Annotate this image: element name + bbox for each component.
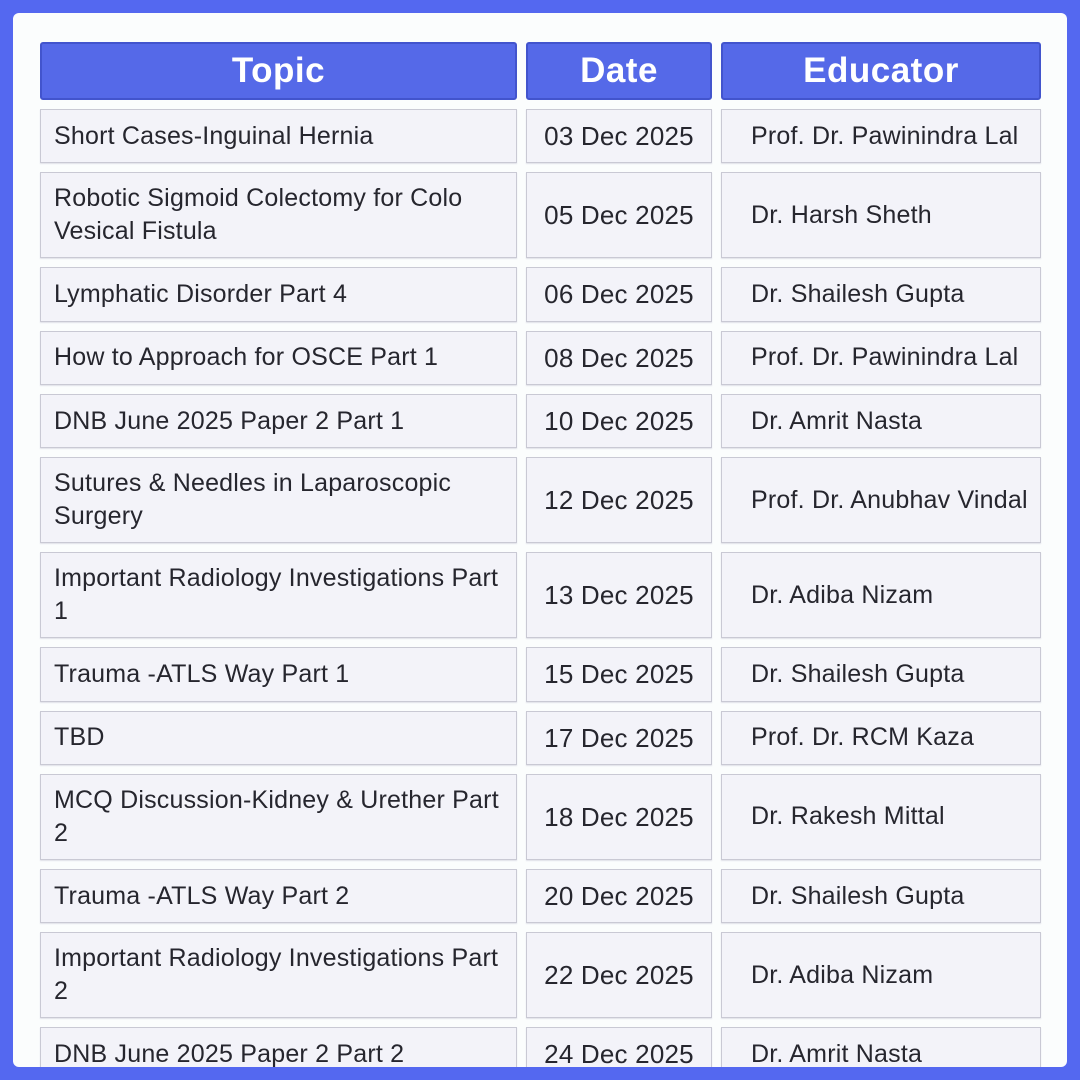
date-cell: 17 Dec 2025 — [526, 710, 712, 765]
header-date: Date — [526, 42, 712, 100]
topic-cell: Trauma -ATLS Way Part 2 — [40, 868, 517, 924]
page-background: Topic Date Educator Short Cases-Inguinal… — [13, 13, 1067, 1067]
topic-cell: Short Cases-Inguinal Hernia — [40, 109, 517, 164]
date-cell: 20 Dec 2025 — [526, 868, 712, 924]
date-cell: 15 Dec 2025 — [526, 647, 712, 702]
educator-cell: Dr. Adiba Nizam — [721, 552, 1041, 639]
topic-cell: TBD — [40, 710, 517, 765]
date-cell: 10 Dec 2025 — [526, 393, 712, 449]
topic-cell: MCQ Discussion-Kidney & Urether Part 2 — [40, 773, 517, 860]
topic-cell: Sutures & Needles in Laparoscopic Surger… — [40, 457, 517, 544]
topic-cell: How to Approach for OSCE Part 1 — [40, 330, 517, 385]
date-cell: 13 Dec 2025 — [526, 552, 712, 639]
date-cell: 08 Dec 2025 — [526, 330, 712, 385]
educator-cell: Prof. Dr. Pawinindra Lal — [721, 330, 1041, 385]
educator-cell: Dr. Adiba Nizam — [721, 932, 1041, 1019]
date-cell: 03 Dec 2025 — [526, 109, 712, 164]
topic-cell: DNB June 2025 Paper 2 Part 2 — [40, 1027, 517, 1067]
topic-cell: Lymphatic Disorder Part 4 — [40, 267, 517, 322]
educator-cell: Prof. Dr. Pawinindra Lal — [721, 109, 1041, 164]
educator-cell: Dr. Shailesh Gupta — [721, 267, 1041, 322]
topic-cell: Important Radiology Investigations Part … — [40, 932, 517, 1019]
educator-cell: Dr. Rakesh Mittal — [721, 773, 1041, 860]
date-cell: 24 Dec 2025 — [526, 1027, 712, 1067]
topic-cell: Important Radiology Investigations Part … — [40, 552, 517, 639]
educator-cell: Dr. Amrit Nasta — [721, 1027, 1041, 1067]
date-cell: 05 Dec 2025 — [526, 172, 712, 259]
date-cell: 06 Dec 2025 — [526, 267, 712, 322]
date-cell: 22 Dec 2025 — [526, 932, 712, 1019]
educator-cell: Dr. Shailesh Gupta — [721, 647, 1041, 702]
topic-cell: DNB June 2025 Paper 2 Part 1 — [40, 393, 517, 449]
educator-cell: Prof. Dr. Anubhav Vindal — [721, 457, 1041, 544]
educator-cell: Dr. Amrit Nasta — [721, 393, 1041, 449]
educator-cell: Prof. Dr. RCM Kaza — [721, 710, 1041, 765]
topic-cell: Trauma -ATLS Way Part 1 — [40, 647, 517, 702]
educator-cell: Dr. Shailesh Gupta — [721, 868, 1041, 924]
header-topic: Topic — [40, 42, 517, 100]
date-cell: 18 Dec 2025 — [526, 773, 712, 860]
schedule-table: Topic Date Educator Short Cases-Inguinal… — [40, 42, 1041, 1067]
educator-cell: Dr. Harsh Sheth — [721, 172, 1041, 259]
date-cell: 12 Dec 2025 — [526, 457, 712, 544]
header-educator: Educator — [721, 42, 1041, 100]
topic-cell: Robotic Sigmoid Colectomy for Colo Vesic… — [40, 172, 517, 259]
